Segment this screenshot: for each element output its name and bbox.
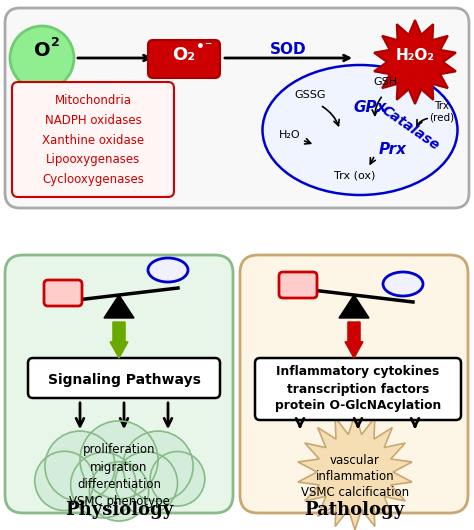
Circle shape: [35, 451, 94, 510]
Text: GSH: GSH: [373, 77, 397, 87]
Text: protein O-GlcNAcylation: protein O-GlcNAcylation: [275, 400, 441, 412]
Circle shape: [90, 462, 149, 521]
Text: inflammation: inflammation: [316, 470, 394, 482]
FancyBboxPatch shape: [5, 8, 469, 208]
FancyBboxPatch shape: [5, 255, 233, 513]
Text: Lipooxygenases: Lipooxygenases: [46, 154, 140, 166]
Text: H₂O₂: H₂O₂: [395, 49, 435, 64]
FancyBboxPatch shape: [240, 255, 468, 513]
Text: NADPH oxidases: NADPH oxidases: [45, 113, 141, 127]
Ellipse shape: [263, 65, 457, 195]
Text: GSSG: GSSG: [294, 90, 326, 100]
FancyArrow shape: [345, 322, 363, 358]
Text: vascular: vascular: [330, 454, 380, 466]
Text: VSMC phenotype: VSMC phenotype: [69, 494, 169, 508]
Text: Cyclooxygenases: Cyclooxygenases: [42, 173, 144, 187]
Polygon shape: [104, 295, 134, 318]
Text: •⁻: •⁻: [196, 40, 212, 54]
Text: SOD: SOD: [270, 42, 306, 57]
Text: Signaling Pathways: Signaling Pathways: [47, 373, 201, 387]
FancyBboxPatch shape: [44, 280, 82, 306]
Text: 2: 2: [51, 37, 59, 49]
Text: migration: migration: [91, 461, 148, 473]
Circle shape: [123, 431, 193, 501]
FancyBboxPatch shape: [279, 272, 317, 298]
Circle shape: [80, 421, 158, 499]
Text: Catalase: Catalase: [378, 103, 442, 153]
Text: VSMC calcification: VSMC calcification: [301, 485, 409, 499]
Polygon shape: [298, 414, 412, 530]
Circle shape: [71, 452, 136, 518]
Text: Prx: Prx: [379, 143, 407, 157]
FancyBboxPatch shape: [28, 358, 220, 398]
Circle shape: [150, 452, 205, 506]
FancyBboxPatch shape: [148, 40, 220, 78]
Ellipse shape: [383, 272, 423, 296]
Polygon shape: [374, 20, 456, 104]
Polygon shape: [339, 295, 369, 318]
FancyBboxPatch shape: [255, 358, 461, 420]
Text: transcription factors: transcription factors: [287, 383, 429, 395]
Text: O: O: [34, 40, 50, 59]
Text: Trx
(red): Trx (red): [429, 101, 455, 123]
FancyArrow shape: [110, 322, 128, 358]
Text: proliferation: proliferation: [83, 444, 155, 456]
FancyBboxPatch shape: [12, 82, 174, 197]
Text: H₂O: H₂O: [279, 130, 301, 140]
Text: Physiology: Physiology: [65, 501, 173, 519]
Text: Mitochondria: Mitochondria: [55, 93, 131, 107]
Text: Pathology: Pathology: [304, 501, 404, 519]
Circle shape: [115, 452, 177, 514]
Ellipse shape: [148, 258, 188, 282]
Text: Trx (ox): Trx (ox): [334, 170, 376, 180]
Circle shape: [10, 26, 74, 90]
Text: Xanthine oxidase: Xanthine oxidase: [42, 134, 144, 146]
Circle shape: [45, 431, 115, 501]
Text: O₂: O₂: [173, 46, 196, 64]
Text: Inflammatory cytokines: Inflammatory cytokines: [276, 366, 439, 378]
Text: GPx: GPx: [353, 100, 387, 114]
Text: differentiation: differentiation: [77, 478, 161, 490]
